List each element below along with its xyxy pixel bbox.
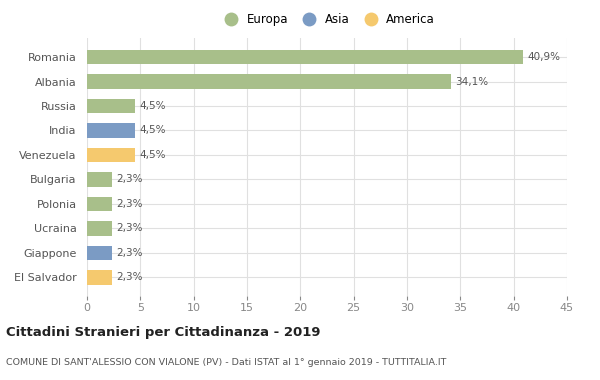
Bar	[87, 270, 112, 285]
Text: 2,3%: 2,3%	[116, 248, 142, 258]
Text: 2,3%: 2,3%	[116, 174, 142, 184]
Bar	[87, 221, 112, 236]
Text: 4,5%: 4,5%	[139, 125, 166, 136]
Bar	[87, 172, 112, 187]
Bar	[87, 147, 135, 162]
Text: 2,3%: 2,3%	[116, 199, 142, 209]
Text: 40,9%: 40,9%	[527, 52, 560, 62]
Text: Cittadini Stranieri per Cittadinanza - 2019: Cittadini Stranieri per Cittadinanza - 2…	[6, 326, 320, 339]
Text: COMUNE DI SANT'ALESSIO CON VIALONE (PV) - Dati ISTAT al 1° gennaio 2019 - TUTTIT: COMUNE DI SANT'ALESSIO CON VIALONE (PV) …	[6, 358, 446, 367]
Bar	[87, 245, 112, 260]
Text: 4,5%: 4,5%	[139, 150, 166, 160]
Bar	[87, 74, 451, 89]
Text: 2,3%: 2,3%	[116, 272, 142, 282]
Bar	[87, 99, 135, 113]
Text: 2,3%: 2,3%	[116, 223, 142, 233]
Bar	[87, 50, 523, 65]
Text: 34,1%: 34,1%	[455, 76, 488, 87]
Bar	[87, 196, 112, 211]
Text: 4,5%: 4,5%	[139, 101, 166, 111]
Legend: Europa, Asia, America: Europa, Asia, America	[220, 13, 434, 26]
Bar	[87, 123, 135, 138]
